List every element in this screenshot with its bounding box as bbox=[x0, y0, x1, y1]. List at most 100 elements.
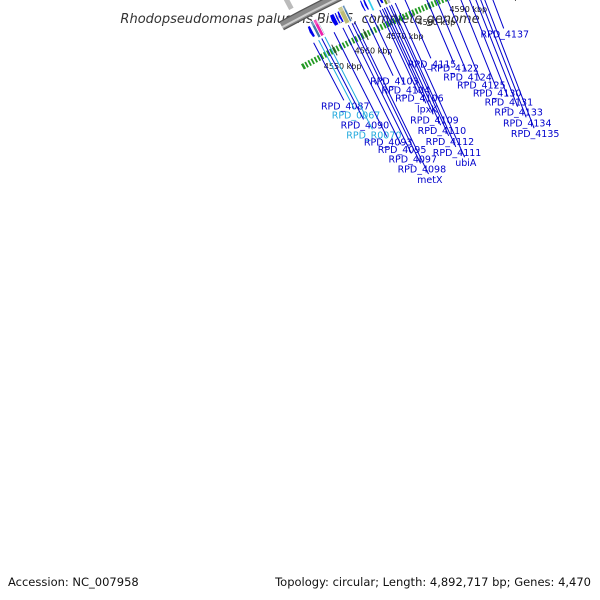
minus-gene-label: ubiA bbox=[455, 158, 477, 169]
minus-gene-label: RPD_4103 bbox=[370, 77, 419, 88]
tick-inner bbox=[360, 32, 365, 40]
tick-inner bbox=[437, 0, 441, 5]
tick-inner bbox=[326, 50, 331, 57]
genome-summary-text: Topology: circular; Length: 4,892,717 bp… bbox=[274, 575, 591, 589]
genome-backbone bbox=[279, 0, 343, 31]
major-tick bbox=[331, 44, 338, 56]
gene-block-gray bbox=[386, 0, 392, 5]
tick-label: 4550 kbp bbox=[324, 62, 362, 71]
gene-block-shine bbox=[342, 5, 347, 11]
label-leader-line bbox=[383, 7, 434, 115]
label-leader-line bbox=[492, 0, 505, 29]
label-leader-line bbox=[426, 0, 455, 63]
minus-gene-label: RPD_4134 bbox=[503, 118, 552, 129]
tick-inner bbox=[430, 1, 435, 8]
label-leader-line bbox=[460, 0, 497, 88]
gene-block-pink bbox=[312, 18, 325, 38]
minus-gene-label: RPD_R0070 bbox=[346, 130, 401, 141]
tick-inner bbox=[338, 43, 343, 50]
label-leader-line bbox=[394, 2, 466, 158]
tick-inner bbox=[398, 15, 403, 22]
label-leader-line bbox=[435, 0, 467, 72]
minus-gene-label: RPD_4093 bbox=[364, 138, 413, 149]
label-leader-line bbox=[480, 0, 527, 118]
tick-inner bbox=[411, 9, 416, 16]
cds-minus-arrow bbox=[378, 0, 385, 7]
label-leader-line bbox=[379, 9, 419, 93]
tick-inner bbox=[414, 8, 419, 15]
minus-gene-label: RPD_4097 bbox=[388, 154, 437, 165]
tick-inner bbox=[417, 6, 422, 13]
tick-inner bbox=[379, 23, 384, 31]
tick-inner bbox=[433, 0, 438, 6]
gene-labels: RPD_4094RPD_4096RPD_4100RPD_4101RPD_4102… bbox=[313, 0, 559, 186]
tick-inner bbox=[385, 20, 390, 28]
minus-gene-label: RPD_4106 bbox=[395, 94, 444, 105]
tick-inner bbox=[316, 55, 322, 62]
tick-inner bbox=[341, 42, 346, 49]
tick-label: 4570 kbp bbox=[386, 32, 424, 41]
major-tick bbox=[362, 28, 369, 41]
minus-gene-label: RPD_4125 bbox=[457, 81, 506, 92]
cds-minus-arrow bbox=[328, 12, 340, 29]
minus-gene-label: RPD_4115 bbox=[408, 59, 457, 70]
label-leader-line bbox=[446, 0, 481, 80]
minus-gene-label: RPD_4131 bbox=[485, 98, 534, 109]
backbone-highlight bbox=[281, 0, 338, 29]
minus-gene-label: RPD_0067 bbox=[332, 110, 381, 121]
label-leader-line bbox=[313, 42, 345, 101]
accession-text: Accession: NC_007958 bbox=[8, 575, 139, 589]
tick-inner bbox=[401, 13, 406, 20]
label-leader-line bbox=[354, 21, 429, 175]
tick-inner bbox=[351, 37, 356, 44]
minus-gene-label: RPD_4110 bbox=[418, 126, 467, 137]
gene-block-shine bbox=[313, 19, 319, 25]
minus-gene-label: RPD_4104 bbox=[381, 86, 430, 97]
minus-gene-label: lpxK bbox=[417, 104, 438, 115]
label-leader-line bbox=[321, 38, 365, 120]
minus-gene-label: RPD_4137 bbox=[480, 29, 529, 40]
cds-minus-arrow bbox=[359, 0, 367, 15]
tick-inner bbox=[304, 61, 309, 68]
major-tick bbox=[394, 13, 401, 26]
minus-gene-label: RPD_4087 bbox=[321, 101, 370, 112]
tick-inner bbox=[322, 51, 328, 58]
label-leader-line bbox=[370, 13, 405, 85]
minus-gene-label: RPD_4124 bbox=[443, 72, 492, 83]
label-leader-line bbox=[381, 8, 427, 104]
minus-gene-label: RPD_4130 bbox=[473, 88, 522, 99]
tick-label: 4600 kbp bbox=[482, 0, 520, 2]
tick-inner bbox=[319, 53, 325, 60]
minus-gene-label: RPD_4095 bbox=[378, 145, 427, 156]
label-leader-line bbox=[475, 0, 519, 107]
tick-inner bbox=[354, 35, 359, 43]
minus-gene-label: RPD_4122 bbox=[431, 64, 480, 75]
tick-inner bbox=[313, 56, 319, 63]
tick-label: 4560 kbp bbox=[355, 47, 393, 56]
label-leader-line bbox=[342, 27, 402, 145]
label-leader-line bbox=[386, 6, 442, 126]
label-leader-line bbox=[404, 0, 432, 59]
gene-block-steel bbox=[341, 4, 353, 23]
label-leader-line bbox=[347, 24, 412, 154]
label-leader-line bbox=[469, 0, 509, 97]
cds-minus-arrow bbox=[362, 0, 370, 13]
tick-inner bbox=[420, 5, 425, 12]
label-leader-line bbox=[390, 4, 457, 148]
minus-gene-label: RPD_4098 bbox=[398, 164, 447, 175]
tick-inner bbox=[392, 17, 397, 25]
minus-gene-label: RPD_4112 bbox=[426, 137, 475, 148]
minus-gene-label: RPD_4133 bbox=[494, 108, 543, 119]
tick-inner bbox=[335, 45, 340, 52]
cds-minus-arrow bbox=[332, 10, 342, 27]
cds-minus-arrow bbox=[306, 23, 316, 41]
minus-gene-label: RPD_4111 bbox=[433, 148, 482, 159]
tick-inner bbox=[307, 59, 312, 67]
tick-inner bbox=[382, 22, 387, 29]
tick-inner bbox=[329, 48, 334, 55]
gene-block-navy bbox=[375, 0, 383, 9]
minus-gene-label: RPD_4090 bbox=[341, 120, 390, 131]
cds-minus-arrow bbox=[391, 0, 393, 3]
tick-inner bbox=[408, 10, 413, 18]
